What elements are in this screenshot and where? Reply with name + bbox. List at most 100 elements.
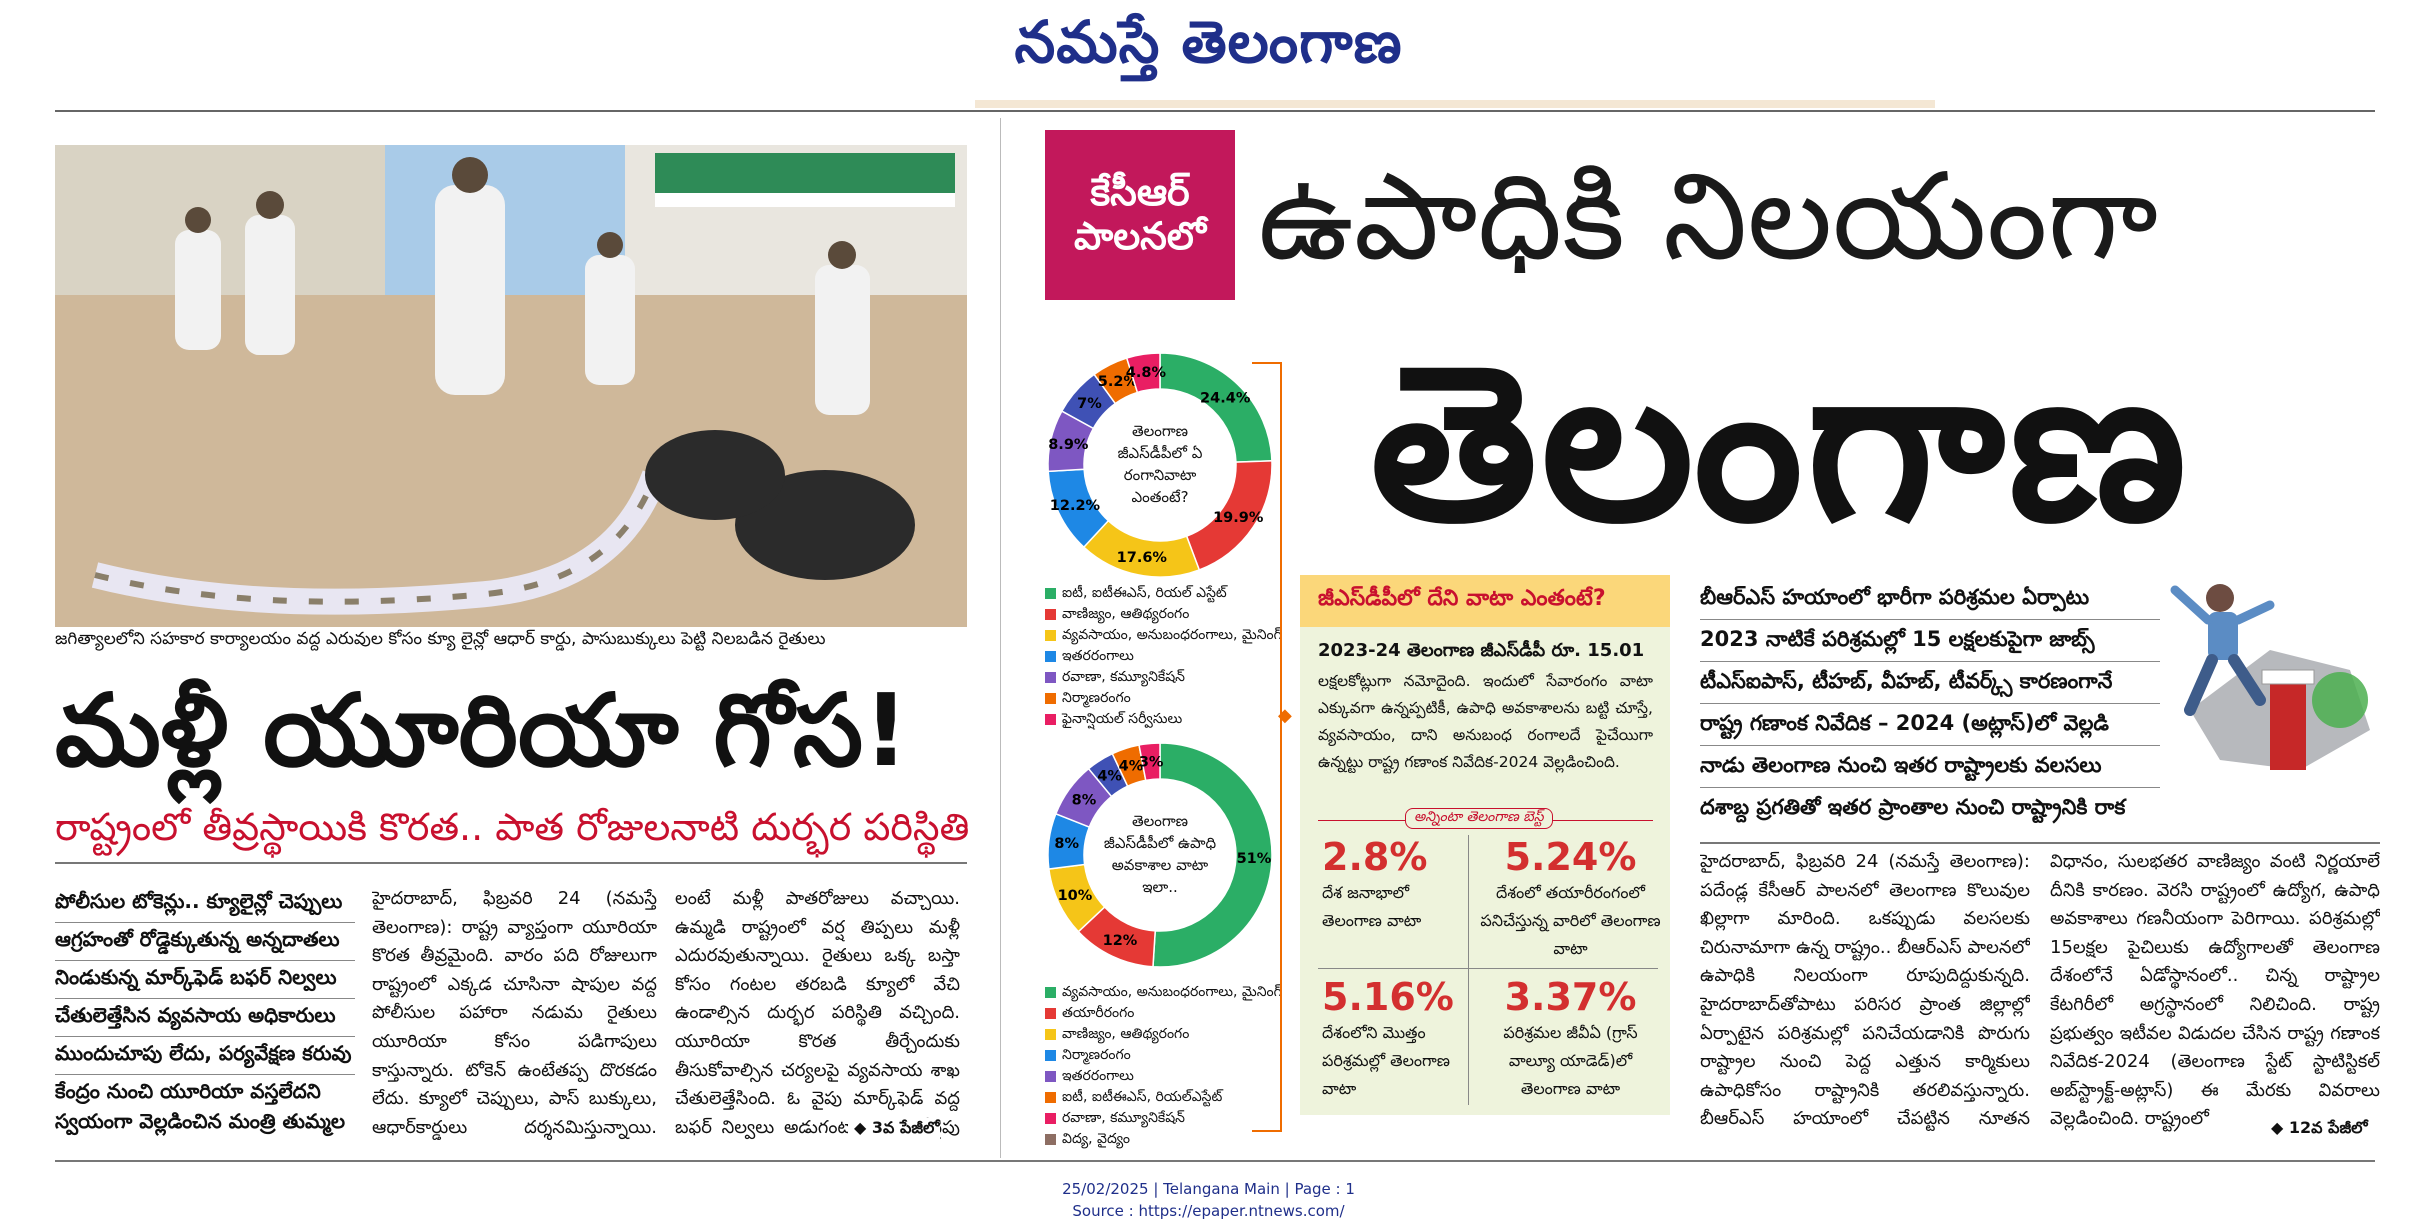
donut-slice-label: 8% [1072, 793, 1097, 809]
legend-swatch [1045, 987, 1056, 998]
stat-value: 5.24% [1504, 835, 1637, 879]
panel-title: జీఎస్‌డీపీలో దేని వాటా ఎంతంటే? [1300, 575, 1670, 627]
employment-share-donut: 51%12%10%8%8%4%4%3% [1047, 742, 1273, 968]
legend-item: ఫైనాన్షియల్ సర్వీసులు [1045, 709, 1300, 730]
highlight-item: టీఎస్ఐపాస్, టీహబ్, వీహబ్, టీవర్క్స్ కారణ… [1700, 662, 2160, 704]
legend-item: వ్యవసాయం, అనుబంధరంగాలు, మైనింగ్ [1045, 625, 1300, 646]
jumping-man-illustration [2170, 584, 2370, 770]
donut-slice-label: 4% [1119, 759, 1144, 775]
stat-text: దేశంలో తయారీరంగంలో పనిచేస్తున్న వారిలో త… [1480, 883, 1661, 958]
legend-item: రవాణా, కమ్యూనికేషన్ [1045, 1108, 1300, 1129]
legend-item: ఐటీ, ఐటీఈఎస్, రియల్ ఎస్టేట్ [1045, 583, 1300, 604]
legend-item: వ్యవసాయం, అనుబంధరంగాలు, మైనింగ్ [1045, 982, 1300, 1003]
donut-slice-label: 12% [1103, 933, 1138, 949]
stat-text: పరిశ్రమల జీవీఏ (గ్రాస్ వాల్యూ యాడెడ్)లో … [1503, 1023, 1638, 1098]
column-separator [1000, 118, 1001, 1158]
legend-swatch [1045, 1050, 1056, 1061]
donut2-legend: వ్యవసాయం, అనుబంధరంగాలు, మైనింగ్ తయారీరంగం… [1045, 982, 1300, 1150]
donut-slice-label: 3% [1139, 754, 1164, 770]
donut-slice-label: 8.9% [1048, 437, 1089, 453]
footer-source-line: Source : https://epaper.ntnews.com/ [1072, 1202, 1345, 1220]
right-headline-top: ఉపాధికి నిలయంగా [1258, 148, 2158, 287]
legend-item: నిర్మాణరంగం [1045, 1045, 1300, 1066]
stat-text: దేశ జనాభాలో తెలంగాణ వాటా [1322, 883, 1422, 930]
panel-body-lead: 2023-24 తెలంగాణ జీఎస్‌డీపీ రూ. 15.01 [1318, 640, 1645, 661]
legend-swatch [1045, 1134, 1056, 1145]
masthead-accent-bar [975, 100, 1935, 108]
donut-slice [1138, 742, 1161, 782]
legend-item: నిర్మాణరంగం [1045, 688, 1300, 709]
legend-label: రవాణా, కమ్యూనికేషన్ [1062, 1110, 1186, 1126]
legend-item: రవాణా, కమ్యూనికేషన్ [1045, 667, 1300, 688]
donut1-legend: ఐటీ, ఐటీఈఎస్, రియల్ ఎస్టేట్ వాణిజ్యం, ఆతి… [1045, 583, 1300, 730]
right-highlights-rule [1700, 842, 2380, 844]
masthead-rule [55, 110, 2375, 112]
legend-label: విద్య, వైద్యం [1062, 1131, 1130, 1147]
legend-swatch [1045, 630, 1056, 641]
left-subheadline-rule [55, 862, 967, 864]
donut-slice-label: 8% [1054, 836, 1079, 852]
legend-label: ఐటీ, ఐటీఈఎస్, రియల్ఎస్టేట్ [1062, 1089, 1223, 1105]
legend-item: వాణిజ్యం, ఆతిథ్యరంగం [1045, 1024, 1300, 1045]
legend-label: ఇతరరంగాలు [1062, 1068, 1134, 1084]
legend-label: వాణిజ్యం, ఆతిథ్యరంగం [1062, 606, 1190, 622]
donut-slice-label: 19.9% [1213, 510, 1264, 526]
footer-rule [55, 1160, 2375, 1162]
left-article-col1: హైదరాబాద్, ఫిబ్రవరి 24 (నమస్తే తెలంగాణ):… [372, 888, 657, 1138]
legend-swatch [1045, 1008, 1056, 1019]
legend-item: ఇతరరంగాలు [1045, 646, 1300, 667]
legend-label: ఫైనాన్షియల్ సర్వీసులు [1062, 711, 1183, 727]
donut-slice [1125, 352, 1161, 394]
donut-slice [1152, 742, 1273, 968]
legend-swatch [1045, 693, 1056, 704]
legend-swatch [1045, 1029, 1056, 1040]
legend-swatch [1045, 651, 1056, 662]
stat-manufacturing: 5.24% దేశంలో తయారీరంగంలో పనిచేస్తున్న వా… [1478, 835, 1663, 963]
donut-slice-label: 51% [1237, 851, 1272, 867]
gsdp-info-panel [1300, 575, 1670, 1115]
highlight-item: దశాబ్ద ప్రగతితో ఇతర ప్రాంతాల నుంచి రాష్ట… [1700, 795, 2126, 819]
highlight-item: రాష్ట్ర గణాంక నివేదిక – 2024 (అట్లాస్)లో… [1700, 704, 2160, 746]
panel-badge: అన్నింటా తెలంగాణ బెస్ట్ [1405, 808, 1553, 829]
donut-slice-label: 10% [1058, 888, 1093, 904]
kcr-tag-box: కేసీఆర్ పాలనలో [1045, 130, 1235, 300]
right-continued-link[interactable]: ◆ 12వ పేజీలో [2265, 1118, 2368, 1141]
photo-illustration [55, 145, 967, 627]
legend-swatch [1045, 714, 1056, 725]
highlight-item: నాడు తెలంగాణ నుంచి ఇతర రాష్ట్రాలకు వలసలు [1700, 746, 2160, 788]
masthead-title: నమస్తే తెలంగాణ [1014, 8, 1403, 76]
left-subheadline: రాష్ట్రంలో తీవ్రస్థాయికి కొరత.. పాత రోజు… [55, 805, 970, 849]
legend-item: విద్య, వైద్యం [1045, 1129, 1300, 1150]
bullet-item: స్వయంగా వెల్లడించిన మంత్రి తుమ్మల [55, 1109, 346, 1133]
donut-slice-label: 24.4% [1200, 390, 1251, 406]
photo-caption: జగిత్యాలలోని సహకార కార్యాలయం వద్ద ఎరువుల… [55, 629, 826, 649]
legend-label: వాణిజ్యం, ఆతిథ్యరంగం [1062, 1026, 1190, 1042]
bullet-item: చేతులెత్తేసిన వ్యవసాయ అధికారులు [55, 999, 355, 1037]
legend-item: తయారీరంగం [1045, 1003, 1300, 1024]
bullet-item: పోలీసుల టోకెన్లు.. క్యూలైన్లో చెప్పులు [55, 885, 355, 923]
legend-label: తయారీరంగం [1062, 1005, 1135, 1021]
right-article-col2: విధానం, సులభతర వాణిజ్యం వంటి నిర్ణయాలే ద… [2050, 851, 2380, 1130]
legend-swatch [1045, 1092, 1056, 1103]
left-continued-link[interactable]: ◆ 3వ పేజీలో [848, 1118, 940, 1141]
legend-swatch [1045, 588, 1056, 599]
left-headline: మళ్లీ యూరియా గోస! [55, 672, 909, 789]
stat-value: 5.16% [1322, 975, 1454, 1019]
footer-date-line: 25/02/2025 | Telangana Main | Page : 1 [1062, 1180, 1355, 1198]
stat-industries: 5.16% దేశంలోని మొత్తం పరిశ్రమల్లో తెలంగా… [1322, 975, 1462, 1103]
legend-label: వ్యవసాయం, అనుబంధరంగాలు, మైనింగ్ [1062, 984, 1282, 1000]
right-highlights: బీఆర్ఎస్ హయాంలో భారీగా పరిశ్రమల ఏర్పాటు … [1700, 578, 2160, 830]
stat-gva: 3.37% పరిశ్రమల జీవీఏ (గ్రాస్ వాల్యూ యాడె… [1478, 975, 1663, 1103]
legend-item: వాణిజ్యం, ఆతిథ్యరంగం [1045, 604, 1300, 625]
farmers-queue-photo [55, 145, 967, 627]
panel-body: లక్షలకోట్లుగా నమోదైంది. ఇందులో సేవారంగం … [1318, 672, 1653, 771]
legend-label: ఇతరరంగాలు [1062, 648, 1134, 664]
bullet-item: ముందుచూపు లేదు, పర్యవేక్షణ కరువు [55, 1037, 355, 1075]
bullet-item: ఆగ్రహంతో రోడ్డెక్కుతున్న అన్నదాతలు [55, 923, 355, 961]
legend-swatch [1045, 672, 1056, 683]
donut1-center-text: తెలంగాణ జీఎస్‌డీపీలో ఏ రంగానివాటా ఎంతంటే… [1117, 422, 1203, 506]
left-article-col2: లంటే మళ్లీ పాతరోజులు వచ్చాయి. ఉమ్మడి రాష… [675, 888, 960, 1138]
legend-label: నిర్మాణరంగం [1062, 1047, 1131, 1063]
right-article-col1: హైదరాబాద్, ఫిబ్రవరి 24 (నమస్తే తెలంగాణ):… [1700, 851, 2030, 1138]
legend-item: ఐటీ, ఐటీఈఎస్, రియల్ఎస్టేట్ [1045, 1087, 1300, 1108]
